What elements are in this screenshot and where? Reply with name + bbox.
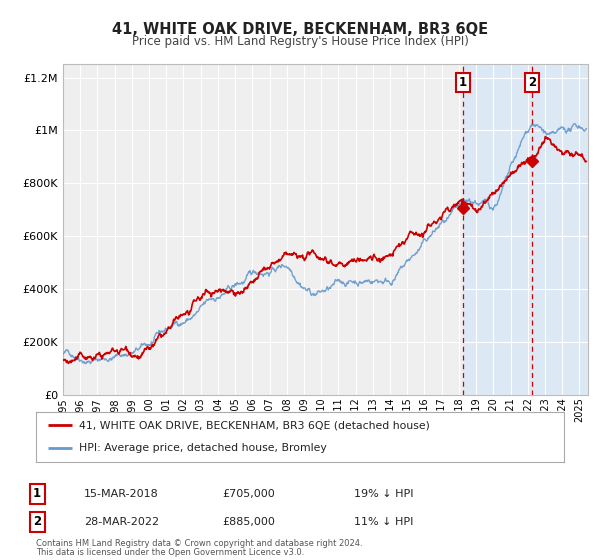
Text: 2: 2 — [528, 76, 536, 89]
Text: 41, WHITE OAK DRIVE, BECKENHAM, BR3 6QE (detached house): 41, WHITE OAK DRIVE, BECKENHAM, BR3 6QE … — [79, 420, 430, 430]
Text: 11% ↓ HPI: 11% ↓ HPI — [354, 517, 413, 527]
Text: 28-MAR-2022: 28-MAR-2022 — [84, 517, 159, 527]
Text: 15-MAR-2018: 15-MAR-2018 — [84, 489, 159, 499]
Text: 1: 1 — [33, 487, 41, 501]
Text: This data is licensed under the Open Government Licence v3.0.: This data is licensed under the Open Gov… — [36, 548, 304, 557]
Text: HPI: Average price, detached house, Bromley: HPI: Average price, detached house, Brom… — [79, 444, 327, 454]
Text: 19% ↓ HPI: 19% ↓ HPI — [354, 489, 413, 499]
Text: Contains HM Land Registry data © Crown copyright and database right 2024.: Contains HM Land Registry data © Crown c… — [36, 539, 362, 548]
Text: £705,000: £705,000 — [222, 489, 275, 499]
Text: £885,000: £885,000 — [222, 517, 275, 527]
Text: Price paid vs. HM Land Registry's House Price Index (HPI): Price paid vs. HM Land Registry's House … — [131, 35, 469, 48]
Bar — [463, 64, 600, 395]
Text: 41, WHITE OAK DRIVE, BECKENHAM, BR3 6QE: 41, WHITE OAK DRIVE, BECKENHAM, BR3 6QE — [112, 22, 488, 36]
Text: 1: 1 — [458, 76, 467, 89]
Text: 2: 2 — [33, 515, 41, 529]
